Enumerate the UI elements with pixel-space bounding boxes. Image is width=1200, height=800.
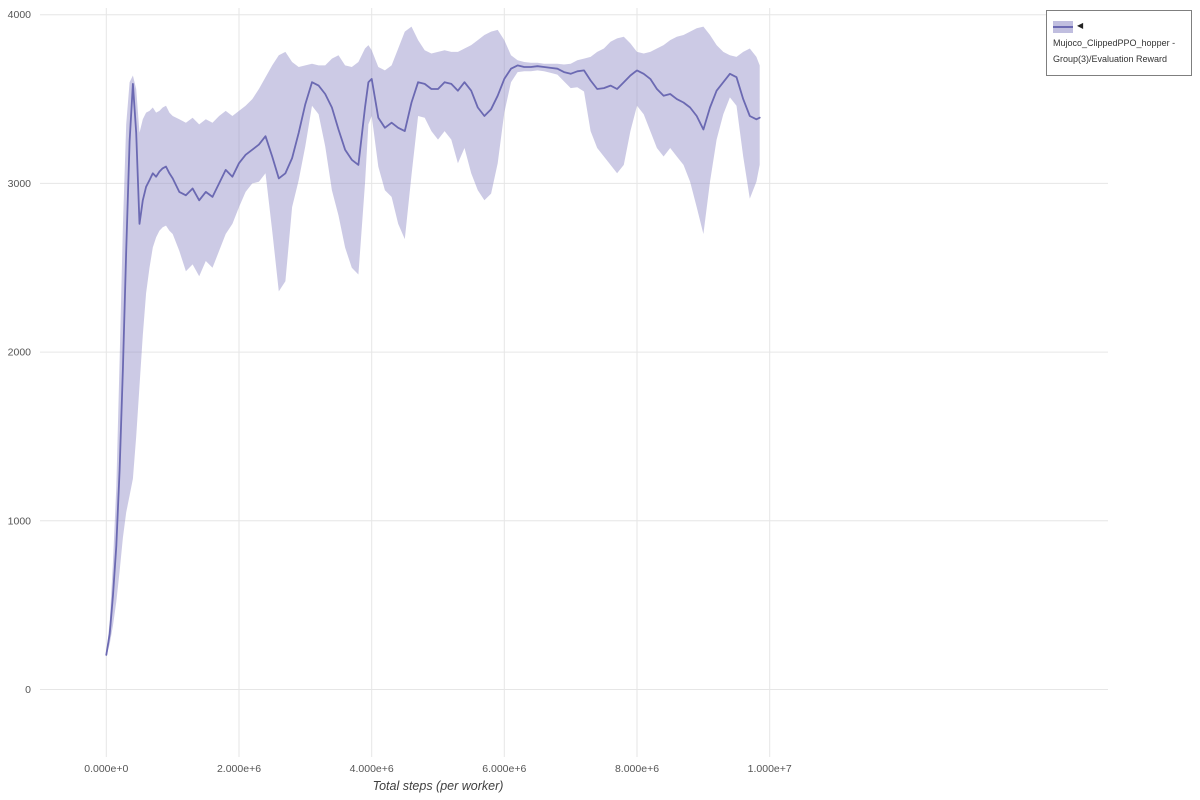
legend-swatch-icon — [1053, 20, 1073, 33]
legend-label: Mujoco_ClippedPPO_hopper - Group(3)/Eval… — [1053, 37, 1176, 65]
y-tick-label: 0 — [25, 684, 31, 696]
series-layer — [105, 26, 761, 657]
y-tick-label: 3000 — [8, 178, 32, 190]
y-tick-label: 1000 — [8, 515, 32, 527]
x-axis-title: Total steps (per worker) — [372, 779, 504, 793]
mean-line — [105, 64, 761, 656]
legend: ◀ Mujoco_ClippedPPO_hopper - Group(3)/Eva… — [1046, 10, 1192, 76]
y-tick-label: 2000 — [8, 347, 32, 359]
confidence-band — [106, 26, 760, 657]
legend-marker-icon: ◀ — [1077, 21, 1084, 31]
x-tick-label: 6.000e+6 — [482, 763, 526, 775]
x-tick-label: 4.000e+6 — [350, 763, 394, 775]
x-tick-label: 1.000e+7 — [748, 763, 792, 775]
x-tick-label: 0.000e+0 — [84, 763, 128, 775]
axis-layer: 0 1000 2000 3000 4000 0.000e+0 2.000e+6 4.000e+… — [8, 9, 792, 775]
legend-swatch-line — [1053, 25, 1073, 29]
legend-item[interactable]: ◀ Mujoco_ClippedPPO_hopper - Group(3)/Eva… — [1053, 18, 1185, 68]
x-tick-label: 8.000e+6 — [615, 763, 659, 775]
y-tick-label: 4000 — [8, 9, 32, 21]
grid-layer — [40, 8, 1108, 757]
x-tick-label: 2.000e+6 — [217, 763, 261, 775]
